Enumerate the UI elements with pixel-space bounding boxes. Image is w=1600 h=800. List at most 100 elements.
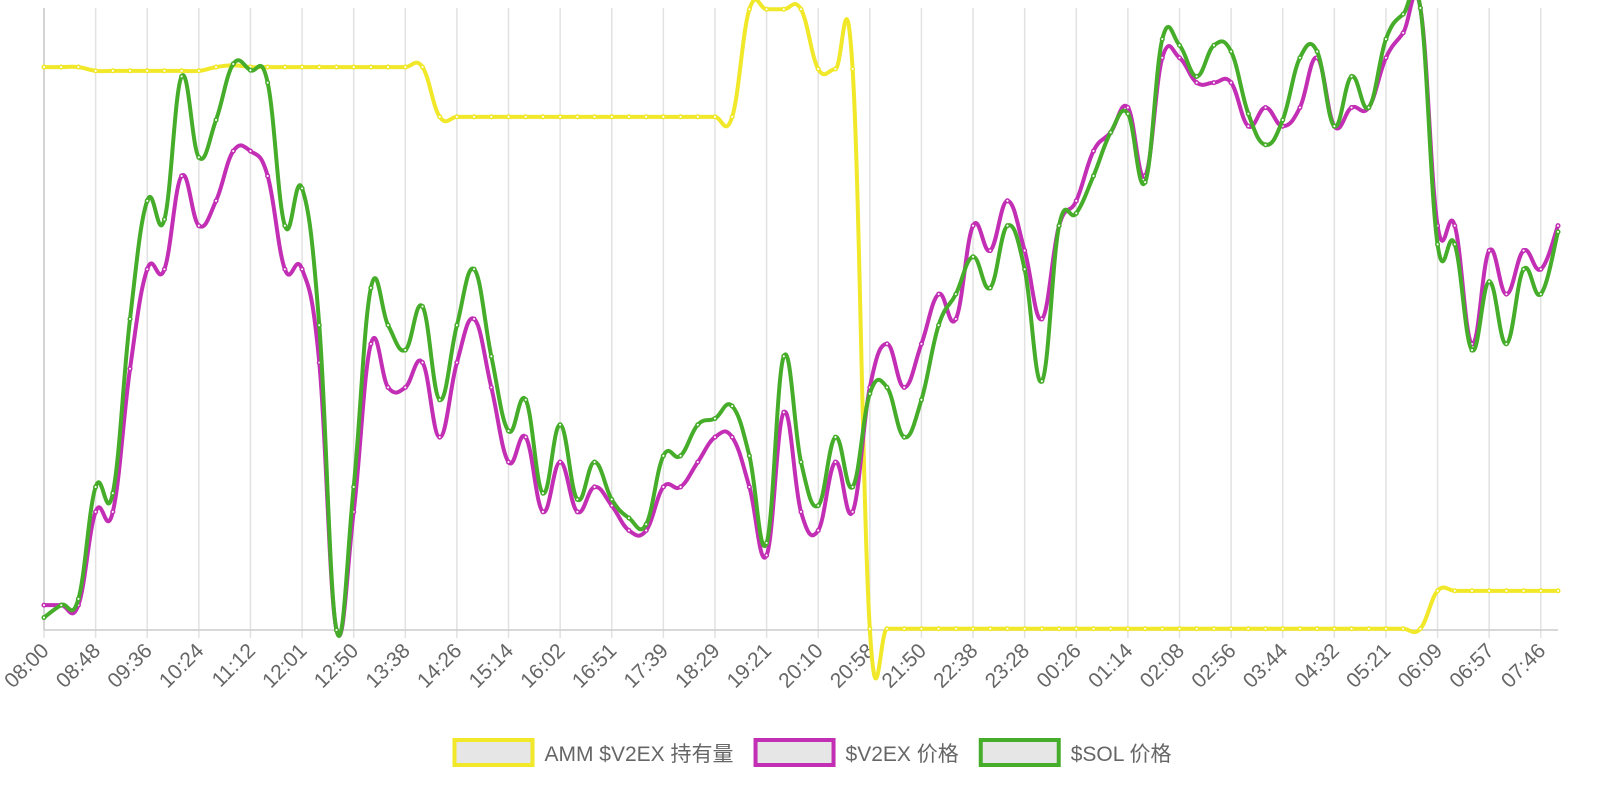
point — [265, 80, 271, 86]
x-tick-label: 04:32 — [1290, 639, 1343, 692]
point — [1262, 626, 1269, 632]
point — [368, 64, 374, 70]
point — [1142, 626, 1148, 632]
legend-label: $SOL 价格 — [1071, 743, 1172, 766]
point — [953, 316, 959, 322]
point — [299, 185, 305, 191]
point — [1314, 626, 1320, 632]
point — [75, 596, 81, 602]
point — [179, 73, 185, 79]
point — [1039, 316, 1045, 322]
point — [1435, 241, 1441, 247]
x-tick-label: 23:28 — [981, 639, 1034, 692]
point — [1400, 11, 1406, 17]
point — [196, 154, 202, 160]
x-tick-label: 16:02 — [516, 639, 569, 692]
point — [368, 285, 374, 291]
point — [1073, 626, 1079, 632]
point — [230, 148, 236, 154]
point — [1022, 266, 1028, 272]
point — [1022, 626, 1028, 632]
point — [1039, 378, 1045, 384]
x-tick-label: 14:26 — [413, 639, 466, 692]
point — [1417, 626, 1423, 632]
point — [1555, 229, 1561, 235]
point — [1004, 198, 1011, 204]
point — [213, 117, 219, 123]
point — [626, 527, 632, 534]
point — [1056, 223, 1062, 229]
point — [884, 341, 890, 347]
point — [58, 602, 64, 608]
point — [626, 114, 632, 120]
point — [127, 68, 133, 74]
point — [523, 434, 529, 440]
point — [419, 64, 426, 70]
point — [609, 496, 615, 502]
point — [1486, 248, 1492, 254]
point — [678, 484, 684, 490]
point — [1469, 588, 1475, 594]
point — [1331, 123, 1337, 129]
point — [1417, 5, 1423, 11]
point — [1228, 80, 1234, 86]
point — [918, 397, 924, 403]
point — [987, 285, 993, 291]
point — [970, 223, 976, 229]
point — [385, 64, 391, 70]
point — [1366, 626, 1372, 632]
point — [1521, 248, 1527, 254]
point — [1297, 104, 1303, 111]
point — [265, 64, 271, 70]
point — [213, 198, 219, 204]
point — [1073, 210, 1079, 216]
point — [591, 484, 598, 490]
point — [884, 384, 890, 390]
point — [402, 347, 408, 353]
point — [557, 422, 563, 428]
point — [936, 291, 942, 297]
point — [867, 391, 873, 397]
point — [557, 114, 563, 120]
point — [764, 540, 770, 546]
point — [712, 114, 718, 120]
point — [505, 428, 512, 434]
point — [454, 114, 460, 120]
point — [729, 434, 735, 440]
point — [1521, 588, 1527, 594]
point — [110, 68, 116, 74]
point — [574, 496, 580, 502]
point — [850, 509, 856, 515]
point — [1331, 626, 1337, 632]
point — [764, 552, 770, 558]
point — [385, 322, 391, 328]
x-tick-label: 02:56 — [1187, 639, 1240, 692]
point — [419, 304, 426, 310]
legend-swatch — [753, 738, 836, 767]
point — [746, 6, 752, 12]
point — [1090, 626, 1097, 632]
point — [678, 453, 684, 459]
point — [58, 64, 64, 70]
point — [247, 148, 254, 154]
point — [574, 114, 580, 120]
point — [265, 173, 271, 179]
point — [488, 353, 494, 359]
point — [1400, 30, 1406, 36]
point — [1004, 223, 1011, 229]
point — [75, 64, 81, 70]
point — [1194, 626, 1200, 632]
point — [1503, 291, 1509, 297]
point — [815, 503, 821, 509]
point — [764, 6, 770, 12]
x-tick-label: 17:39 — [619, 639, 672, 692]
x-tick-label: 20:10 — [774, 639, 827, 692]
point — [695, 422, 701, 428]
point — [316, 322, 322, 328]
point — [746, 453, 752, 459]
point — [1211, 626, 1217, 632]
point — [1486, 279, 1492, 285]
point — [282, 64, 288, 70]
point — [953, 626, 959, 632]
